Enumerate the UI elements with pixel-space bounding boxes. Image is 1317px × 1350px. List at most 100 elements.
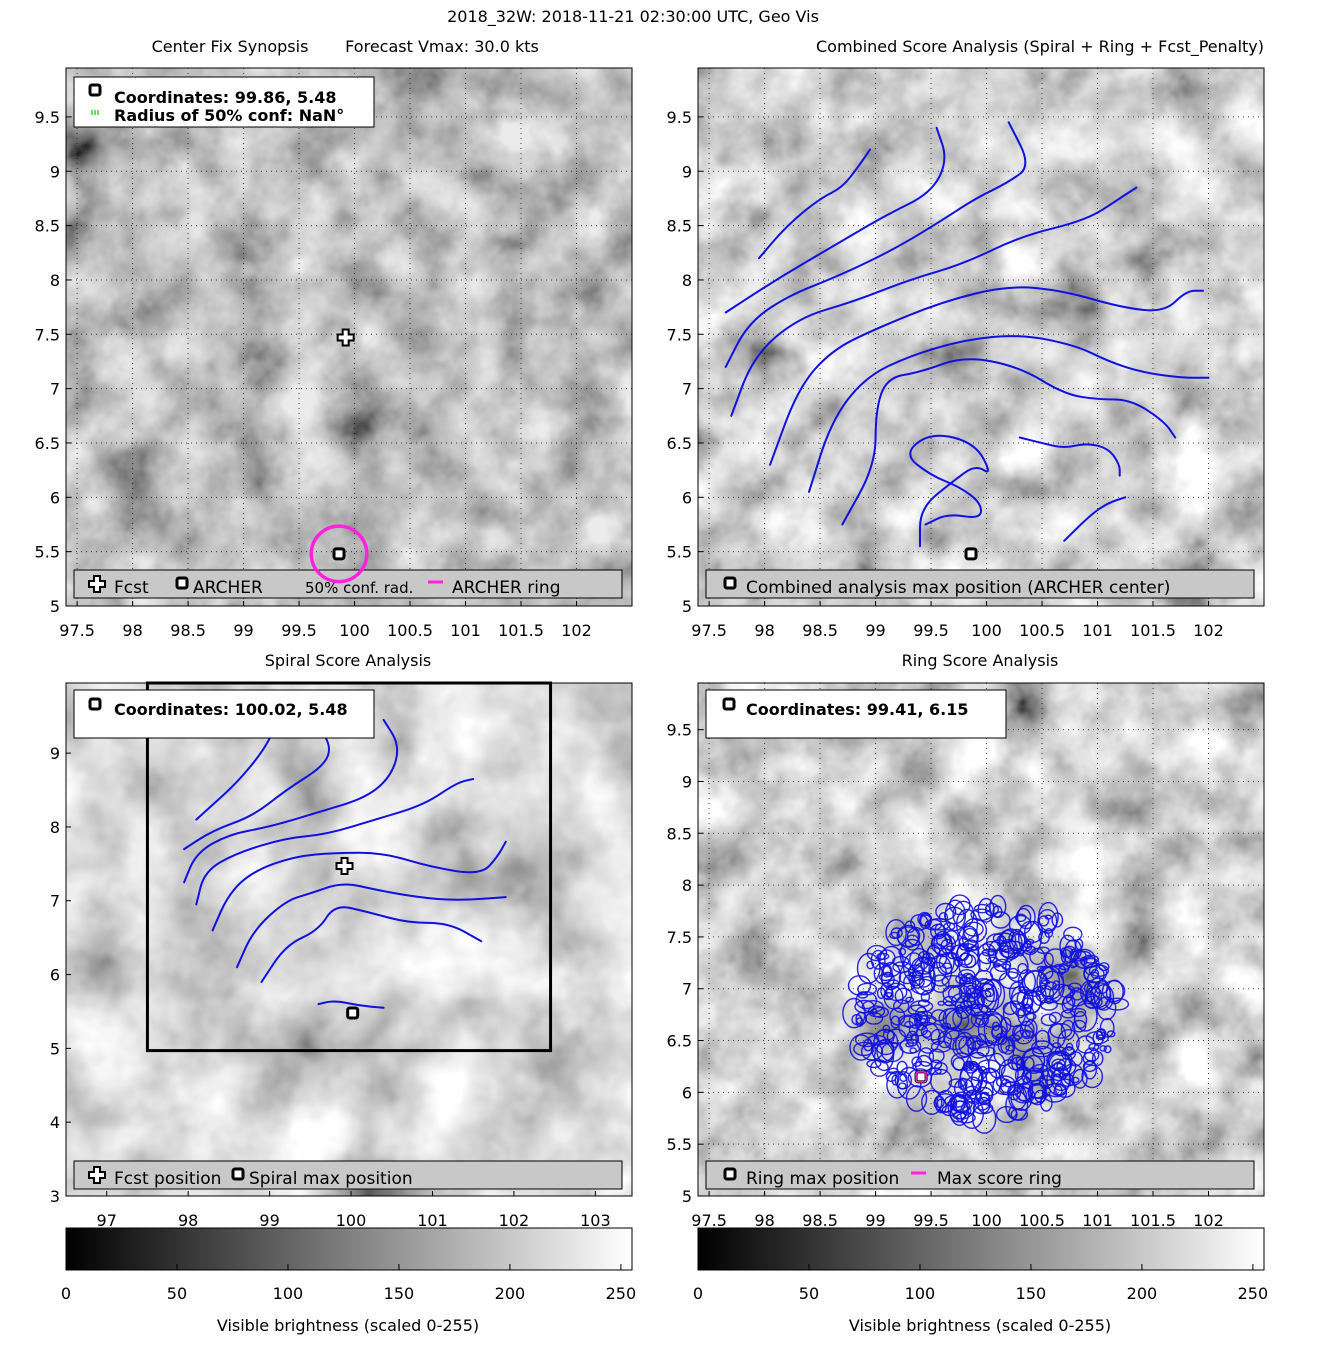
spiral-imagery: [66, 683, 632, 1196]
colorbar-tick-label: 200: [1127, 1284, 1158, 1303]
ring-contour-blob: [928, 1067, 942, 1075]
ring-contour-blob: [1008, 1106, 1018, 1119]
ring-contour-blob: [1012, 1024, 1024, 1040]
y-tick-label: 4: [50, 1113, 60, 1132]
ring-contour-blob: [873, 1028, 899, 1056]
ring-contour-blob: [982, 940, 1002, 953]
contour-curve-5: [808, 335, 1210, 493]
ring-contour-blob: [997, 1036, 1010, 1054]
max-score-ring-marker: [915, 1071, 927, 1083]
ring-contour-blob: [1034, 1029, 1051, 1050]
ring-contour-blob: [1050, 1067, 1072, 1092]
ring-contour-blob: [920, 1023, 947, 1041]
x-tick-label: 98: [754, 1211, 774, 1230]
x-tick-label: 97: [97, 1211, 117, 1230]
x-tick-label: 100: [339, 621, 370, 640]
ring-contour-blob: [927, 944, 941, 960]
ring-contour-blob: [896, 926, 920, 948]
ring-contour-blob: [891, 1074, 900, 1086]
ring-contour-blob: [1053, 1068, 1062, 1077]
colorbar-tick-label: 250: [1238, 1284, 1269, 1303]
y-tick-label: 7.5: [667, 325, 692, 344]
ring-contour-blob: [883, 991, 894, 1001]
contour-curve-3: [195, 778, 475, 906]
ring-contour-blob: [1044, 948, 1067, 968]
ring-contour-blob: [954, 1031, 975, 1058]
ring-contour-blob: [1098, 962, 1110, 972]
ring-contour-blob: [941, 975, 965, 989]
x-tick-label: 99.5: [913, 1211, 949, 1230]
ring-contour-blob: [897, 1014, 919, 1028]
ring-contour-blob: [1039, 998, 1058, 1011]
ring-contour-blob: [1015, 1056, 1024, 1066]
ring-max-marker-icon: [722, 697, 736, 711]
ring-legend-ring: Max score ring: [937, 1169, 1062, 1189]
max-position-marker: [964, 547, 978, 561]
ring-contour-blob: [952, 1035, 974, 1059]
colorbar-tick-label: 0: [61, 1284, 71, 1303]
ring-contour-blob: [930, 974, 950, 994]
y-tick-label: 5: [50, 597, 60, 616]
colorbar-tick-label: 200: [495, 1284, 526, 1303]
ring-contour-blob: [1069, 987, 1085, 1001]
contour-curve-2: [724, 121, 1027, 368]
ring-contour-blob: [955, 1112, 976, 1124]
y-tick-label: 7.5: [35, 325, 60, 344]
ring-contour-blob: [1021, 969, 1048, 997]
combined-panel: Combined Score Analysis (Spiral + Ring +…: [667, 37, 1265, 640]
contour-curve-0: [758, 148, 871, 260]
ring-contour-blob: [943, 1029, 968, 1051]
ring-contour-blob: [1084, 990, 1095, 1003]
conf-radius-icon: [91, 110, 99, 115]
ring-contour-blob: [1000, 1017, 1012, 1033]
ring-contour-blob: [877, 949, 896, 967]
ring-contour-blob: [888, 1067, 899, 1075]
ring-contour-blob: [1072, 1068, 1088, 1089]
ring-contour-blob: [899, 1073, 908, 1083]
synopsis-legend-ring: ARCHER ring: [452, 578, 560, 598]
x-tick-label: 100: [971, 1211, 1002, 1230]
ring-contour-blob: [1024, 938, 1035, 945]
spiral-legend-fcst: Fcst position: [114, 1169, 221, 1189]
ring-contour-blob: [930, 1040, 952, 1053]
ring-contour-blob: [1016, 1082, 1034, 1103]
ring-contour-blob: [975, 1014, 986, 1026]
x-tick-label: 102: [561, 621, 592, 640]
y-tick-label: 8: [682, 271, 692, 290]
ring-legend-max: Ring max position: [746, 1169, 899, 1189]
y-tick-label: 7: [50, 380, 60, 399]
x-tick-label: 101: [1082, 621, 1113, 640]
combined-legend-max: Combined analysis max position (ARCHER c…: [746, 578, 1170, 598]
ring-contour-blob: [1005, 1044, 1015, 1052]
x-tick-label: 99.5: [913, 621, 949, 640]
ring-max-legend-icon: [723, 1167, 737, 1181]
ring-contour-blob: [977, 951, 992, 972]
ring-contour-blob: [861, 1000, 884, 1013]
ring-contour-blob: [1016, 904, 1036, 930]
ring-contour-blob: [1106, 1030, 1116, 1038]
combined-title: Combined Score Analysis (Spiral + Ring +…: [816, 37, 1264, 57]
archer-ring: [309, 524, 369, 584]
ring-contour-blob: [1065, 1042, 1074, 1051]
x-tick-label: 98.5: [170, 621, 206, 640]
ring-contour-blob: [1044, 928, 1054, 939]
y-tick-label: 5.5: [35, 543, 60, 562]
spiral-coordinates: Coordinates: 100.02, 5.48: [114, 700, 348, 719]
ring-contour-blob: [1091, 1050, 1104, 1066]
y-tick-label: 8.5: [667, 824, 692, 843]
ring-contour-blob: [931, 1009, 947, 1022]
ring-contour-blob: [1056, 1058, 1077, 1076]
ring-contour-blob: [1038, 901, 1059, 932]
ring-contour-blob: [1007, 967, 1019, 979]
ring-contour-blob: [955, 1004, 964, 1015]
ring-contour-blob: [913, 1011, 929, 1031]
ring-info-box: Coordinates: 99.41, 6.15: [705, 689, 1007, 739]
max-position-marker: [914, 1070, 928, 1084]
ring-contour-blob: [962, 1060, 975, 1071]
ring-contour-blob: [1008, 1084, 1028, 1110]
contour-curve-0: [195, 730, 275, 821]
y-tick-label: 8: [50, 818, 60, 837]
max-position-marker: [332, 547, 346, 561]
colorbar-tick-label: 150: [384, 1284, 415, 1303]
ring-contour-blob: [944, 1000, 953, 1007]
